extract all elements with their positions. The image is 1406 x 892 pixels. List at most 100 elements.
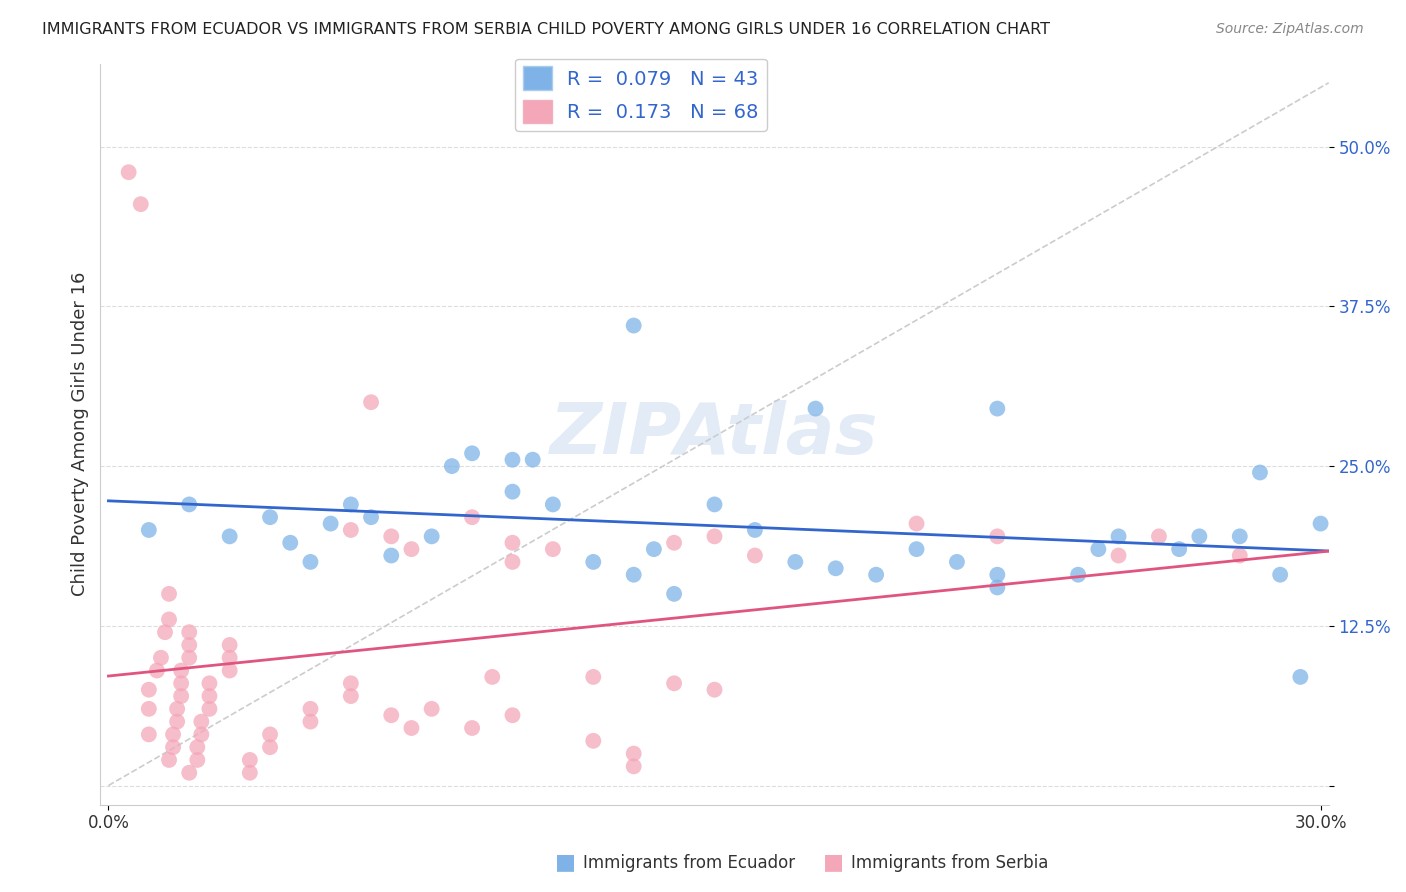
Point [218,664,240,678]
Point [198,702,221,716]
Point [239,753,262,767]
Point [179,625,201,640]
Point [218,650,240,665]
Point [946,555,969,569]
Point [299,714,322,729]
Point [138,523,160,537]
Point [986,529,1008,543]
Point [986,401,1008,416]
Point [380,549,402,563]
Point [340,689,363,703]
Point [186,740,208,755]
Point [1168,542,1191,557]
Point [662,676,685,690]
Point [461,446,484,460]
Point [162,727,184,741]
Point [501,452,523,467]
Point [623,759,645,773]
Point [1270,567,1292,582]
Legend: R =  0.079   N = 43, R =  0.173   N = 68: R = 0.079 N = 43, R = 0.173 N = 68 [515,59,766,131]
Point [522,452,544,467]
Point [153,625,176,640]
Point [129,197,152,211]
Point [360,510,382,524]
Point [623,318,645,333]
Point [138,702,160,716]
Point [662,587,685,601]
Point [703,497,725,511]
Point [804,401,827,416]
Point [179,765,201,780]
Point [149,650,172,665]
Point [1229,549,1251,563]
Point [218,529,240,543]
Point [905,516,928,531]
Point [380,708,402,723]
Point [623,747,645,761]
Point [541,497,564,511]
Point [157,612,180,626]
Point [703,529,725,543]
Point [1188,529,1211,543]
Point [1108,549,1130,563]
Point [481,670,503,684]
Point [166,702,188,716]
Point [340,497,363,511]
Text: Source: ZipAtlas.com: Source: ZipAtlas.com [1216,22,1364,37]
Point [905,542,928,557]
Point [582,555,605,569]
Point [1229,529,1251,543]
Point [146,664,169,678]
Point [785,555,807,569]
Point [501,484,523,499]
Point [461,721,484,735]
Point [360,395,382,409]
Point [218,638,240,652]
Point [865,567,887,582]
Point [662,535,685,549]
Point [170,664,193,678]
Point [1289,670,1312,684]
Text: ■: ■ [555,853,576,872]
Point [401,721,423,735]
Point [278,535,301,549]
Point [986,567,1008,582]
Point [198,676,221,690]
Point [170,689,193,703]
Point [259,727,281,741]
Point [138,682,160,697]
Text: ZIPAtlas: ZIPAtlas [550,400,879,468]
Point [170,676,193,690]
Point [501,535,523,549]
Point [1309,516,1331,531]
Text: Immigrants from Serbia: Immigrants from Serbia [851,855,1047,872]
Point [1067,567,1090,582]
Point [117,165,139,179]
Point [179,497,201,511]
Point [420,702,443,716]
Point [703,682,725,697]
Point [643,542,665,557]
Point [299,555,322,569]
Point [259,510,281,524]
Point [582,733,605,747]
Point [299,702,322,716]
Point [198,689,221,703]
Point [623,567,645,582]
Point [440,459,463,474]
Point [401,542,423,557]
Point [138,727,160,741]
Point [186,753,208,767]
Text: Immigrants from Ecuador: Immigrants from Ecuador [583,855,796,872]
Point [582,670,605,684]
Point [239,765,262,780]
Point [501,555,523,569]
Y-axis label: Child Poverty Among Girls Under 16: Child Poverty Among Girls Under 16 [72,272,89,597]
Point [319,516,342,531]
Point [1249,466,1271,480]
Point [1108,529,1130,543]
Point [190,714,212,729]
Point [744,549,766,563]
Point [744,523,766,537]
Point [157,587,180,601]
